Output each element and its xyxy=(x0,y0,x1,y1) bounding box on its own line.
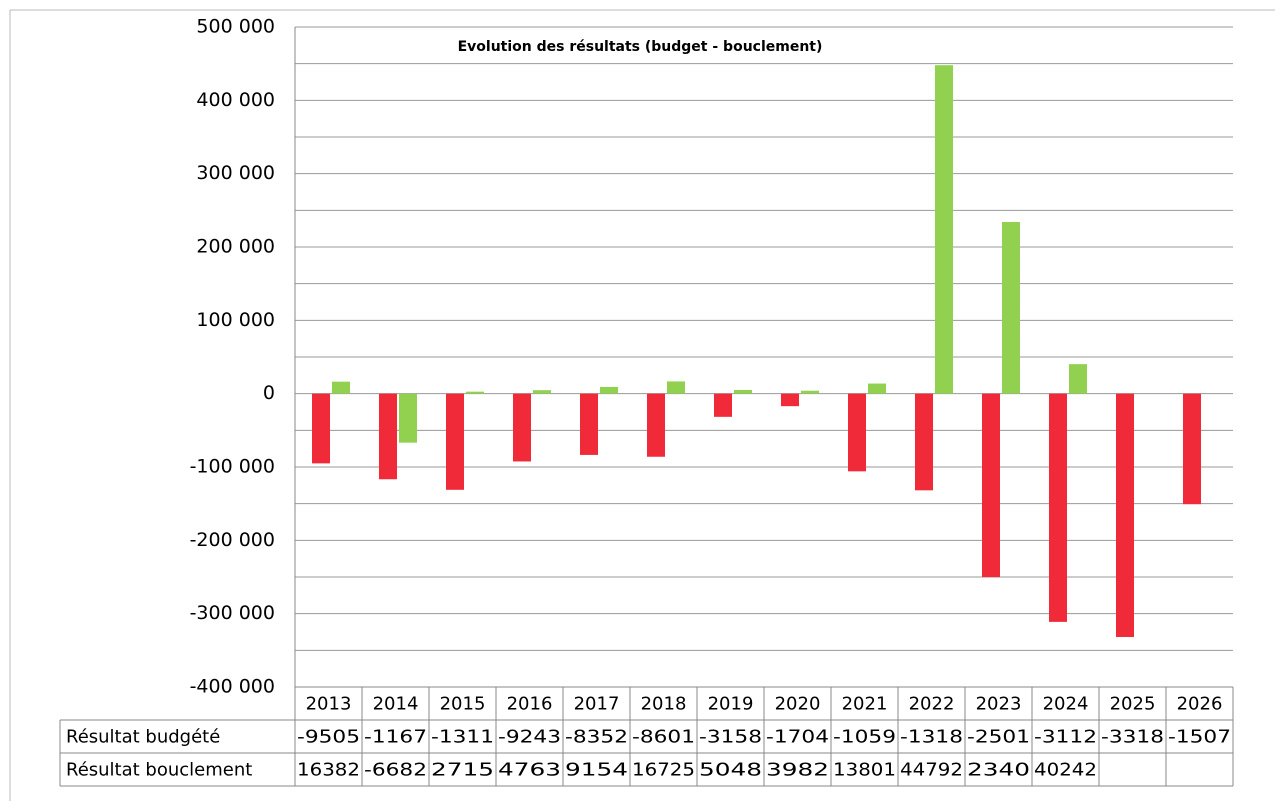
x-tick-label: 2018 xyxy=(641,694,687,715)
x-tick-label: 2013 xyxy=(306,694,352,715)
bar xyxy=(1069,364,1087,394)
y-tick-label: 500 000 xyxy=(196,16,275,38)
bar xyxy=(868,383,886,394)
x-tick-label: 2015 xyxy=(440,694,486,715)
table-value: 5048 xyxy=(699,760,762,781)
bar xyxy=(1002,222,1020,394)
y-tick-label: 100 000 xyxy=(196,309,275,331)
bar xyxy=(714,393,732,417)
x-tick-label: 2017 xyxy=(574,694,620,715)
bar xyxy=(848,393,866,472)
y-tick-label: 300 000 xyxy=(196,162,275,184)
table-value: -3112 xyxy=(1034,727,1097,748)
x-tick-label: 2026 xyxy=(1177,694,1223,715)
x-tick-label: 2023 xyxy=(976,694,1022,715)
table-value: 16382 xyxy=(297,760,360,781)
table-value: -6682 xyxy=(364,760,427,781)
bar xyxy=(982,393,1000,578)
bar xyxy=(332,381,350,394)
y-tick-label: -300 000 xyxy=(190,602,275,624)
x-tick-label: 2020 xyxy=(775,694,821,715)
bar xyxy=(647,393,665,457)
bar xyxy=(600,386,618,394)
y-tick-label: 200 000 xyxy=(196,236,275,258)
table-value: 40242 xyxy=(1034,760,1097,781)
x-tick-label: 2022 xyxy=(909,694,955,715)
table-value: -8601 xyxy=(632,727,695,748)
table-value: 13801 xyxy=(833,760,896,781)
table-value: -1167 xyxy=(364,727,427,748)
table-value: -1311 xyxy=(431,727,494,748)
table-value: 2340 xyxy=(967,760,1030,781)
bar xyxy=(667,381,685,394)
x-tick-label: 2016 xyxy=(507,694,553,715)
x-tick-label: 2024 xyxy=(1043,694,1089,715)
x-tick-label: 2019 xyxy=(708,694,754,715)
y-tick-label: 400 000 xyxy=(196,89,275,111)
x-tick-label: 2021 xyxy=(842,694,888,715)
bar xyxy=(379,393,397,480)
bar xyxy=(513,393,531,462)
table-value: 3982 xyxy=(766,760,829,781)
x-tick-label: 2014 xyxy=(373,694,419,715)
bar xyxy=(781,393,799,407)
bar xyxy=(935,65,953,394)
table-value: -1318 xyxy=(900,727,963,748)
bar xyxy=(734,389,752,394)
x-tick-label: 2025 xyxy=(1110,694,1156,715)
table-value: 44792 xyxy=(900,760,963,781)
table-value: 9154 xyxy=(565,760,628,781)
bar xyxy=(466,391,484,394)
y-tick-label: -100 000 xyxy=(190,456,275,478)
table-value: 2715 xyxy=(431,760,494,781)
bar xyxy=(399,393,417,443)
table-value: 16725 xyxy=(632,760,695,781)
table-value: -1059 xyxy=(833,727,896,748)
bar xyxy=(312,393,330,464)
bar xyxy=(1049,393,1067,622)
table-value: -8352 xyxy=(565,727,628,748)
bar xyxy=(1116,393,1134,637)
table-value: -3318 xyxy=(1101,727,1164,748)
table-value: -1704 xyxy=(766,727,829,748)
table-value: -9243 xyxy=(498,727,561,748)
y-tick-label: -400 000 xyxy=(190,676,275,698)
bar xyxy=(1183,393,1201,505)
bar xyxy=(915,393,933,491)
chart-title: Evolution des résultats (budget - boucle… xyxy=(458,39,823,55)
table-value: -9505 xyxy=(297,727,360,748)
bar xyxy=(446,393,464,490)
y-tick-label: -200 000 xyxy=(190,529,275,551)
bar xyxy=(801,390,819,394)
legend-label: Résultat budgété xyxy=(66,727,220,748)
bar xyxy=(533,390,551,394)
table-value: -3158 xyxy=(699,727,762,748)
bar xyxy=(580,393,598,455)
y-tick-label: 0 xyxy=(263,382,275,404)
table-value: 4763 xyxy=(498,760,561,781)
table-value: -2501 xyxy=(967,727,1030,748)
legend-label: Résultat bouclement xyxy=(66,760,252,781)
table-value: -1507 xyxy=(1168,727,1231,748)
